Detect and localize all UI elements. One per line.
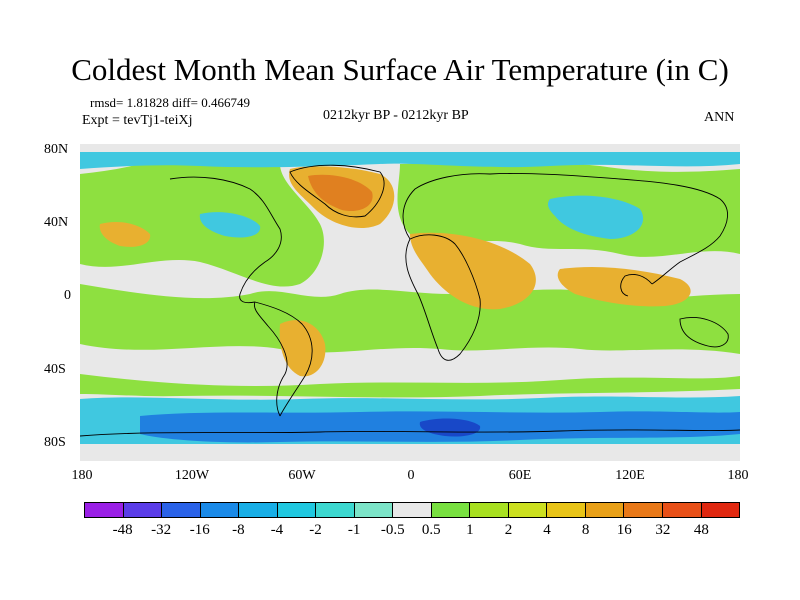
season-label: ANN <box>704 110 735 125</box>
colorbar-label: 1 <box>466 522 474 538</box>
colorbar-box <box>393 503 432 517</box>
contour-fills <box>80 152 740 461</box>
colorbar-label: -1 <box>347 522 361 538</box>
colorbar-label: 8 <box>581 522 590 538</box>
colorbar-label: -32 <box>151 522 172 538</box>
x-tick-120w: 120W <box>174 468 210 483</box>
period-label: 0212kyr BP - 0212kyr BP <box>323 108 469 123</box>
colorbar-label: 2 <box>504 522 513 538</box>
x-tick-180e: 180 <box>727 468 749 483</box>
colorbar-box <box>701 503 740 517</box>
colorbar-box <box>547 503 586 517</box>
colorbar-label: -0.5 <box>380 522 405 538</box>
x-tick-180w: 180 <box>71 468 93 483</box>
y-tick-40s: 40S <box>44 362 66 377</box>
colorbar-box <box>316 503 355 517</box>
colorbar-label: -8 <box>232 522 245 538</box>
colorbar-box <box>662 503 702 517</box>
colorbar-box <box>624 503 663 517</box>
colorbar-box <box>470 503 509 517</box>
colorbar-box <box>200 503 240 517</box>
colorbar-box <box>85 503 124 517</box>
colorbar-label: 48 <box>693 522 709 538</box>
coastlines <box>80 164 740 437</box>
colorbar-box <box>239 503 278 517</box>
colorbar-label: -4 <box>270 522 284 538</box>
colorbar-label: 0.5 <box>421 522 441 538</box>
x-tick-60w: 60W <box>288 468 316 483</box>
y-tick-40n: 40N <box>44 215 69 230</box>
colorbar-box <box>123 503 163 517</box>
experiment-label: Expt = tevTj1-teiXj <box>82 113 193 128</box>
colorbar-box <box>162 503 201 517</box>
colorbar-box <box>431 503 471 517</box>
colorbar-label: -16 <box>189 522 210 538</box>
colorbar-label: 16 <box>616 522 632 538</box>
rmsd-diff-label: rmsd= 1.81828 diff= 0.466749 <box>90 95 250 110</box>
colorbar-box <box>354 503 394 517</box>
colorbar-box <box>277 503 317 517</box>
y-tick-80n: 80N <box>44 142 69 157</box>
colorbar <box>84 502 740 518</box>
colorbar-box <box>508 503 548 517</box>
colorbar-label: -48 <box>112 522 133 538</box>
colorbar-label: -2 <box>309 522 322 538</box>
x-tick-120e: 120E <box>615 468 645 483</box>
x-tick-60e: 60E <box>508 468 532 483</box>
y-tick-0: 0 <box>64 288 71 303</box>
map-title: Coldest Month Mean Surface Air Temperatu… <box>71 52 729 87</box>
colorbar-label: 32 <box>655 522 671 538</box>
colorbar-label: 4 <box>543 522 551 538</box>
temperature-map <box>80 144 740 461</box>
x-tick-0: 0 <box>407 468 415 483</box>
colorbar-box <box>585 503 625 517</box>
y-tick-80s: 80S <box>44 435 66 450</box>
